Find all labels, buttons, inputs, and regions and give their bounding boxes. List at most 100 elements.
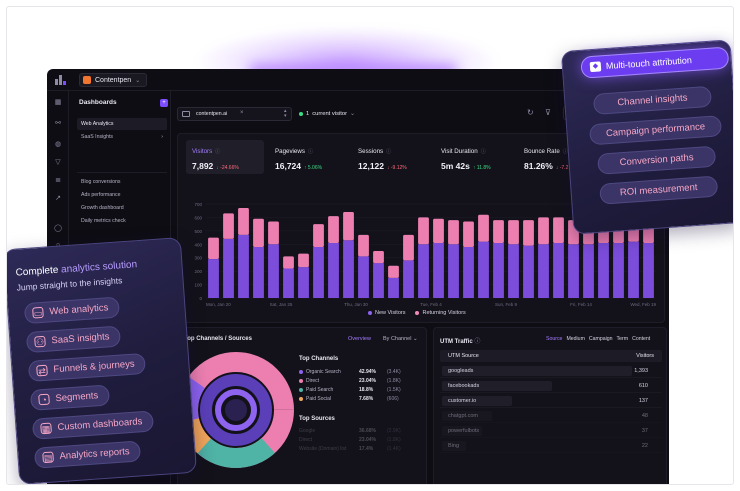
- bar-returning-visitors: [538, 217, 549, 245]
- pill-web-analytics[interactable]: ▭ Web analytics: [23, 296, 120, 325]
- close-icon[interactable]: ×: [240, 110, 244, 116]
- sidebar-item-saas-insights[interactable]: SaaS Insights ›: [77, 131, 167, 143]
- attribution-heading-pill[interactable]: ◆ Multi-touch attribution: [580, 46, 730, 79]
- channel-row[interactable]: Paid Search 18.8% (1.5K): [299, 387, 421, 396]
- user-icon[interactable]: ◯: [54, 225, 62, 232]
- bar-new-visitors: [403, 260, 414, 298]
- source-pct: 36.68%: [359, 428, 376, 434]
- bar-returning-visitors: [433, 218, 444, 243]
- source-row[interactable]: Website (Domain) list 17.4% (1.4K): [299, 446, 421, 455]
- trend-icon[interactable]: ↗: [55, 195, 61, 202]
- funnel-icon[interactable]: ▽: [55, 159, 61, 166]
- bar-new-visitors: [583, 244, 594, 298]
- window-icon: ▭: [32, 306, 44, 319]
- sidebar-item-web-analytics[interactable]: Web Analytics: [77, 118, 167, 130]
- globe-icon[interactable]: ◍: [54, 141, 62, 148]
- pill-campaign-performance[interactable]: Campaign performance: [588, 115, 723, 146]
- channel-pct: 18.8%: [359, 387, 374, 393]
- metric-sessions[interactable]: Sessions ⓘ 12,122 ↓ -9.12%: [352, 140, 430, 174]
- metric-pageviews[interactable]: Pageviews ⓘ 16,724 ↑ 5.06%: [269, 140, 347, 174]
- add-dashboard-button[interactable]: +: [160, 99, 168, 107]
- pill-conversion-paths[interactable]: Conversion paths: [597, 145, 717, 175]
- app-logo-icon[interactable]: [55, 75, 67, 85]
- metric-visit-duration[interactable]: Visit Duration ⓘ 5m 42s ↑ 11.8%: [435, 140, 513, 174]
- bar-new-visitors: [538, 244, 549, 298]
- channel-pct: 7.68%: [359, 396, 374, 402]
- sidebar-item-label: Growth dashboard: [81, 205, 124, 211]
- overview-tab[interactable]: Overview: [348, 336, 371, 342]
- channel-dot: [299, 387, 303, 392]
- info-icon: ⓘ: [386, 149, 392, 155]
- report-icon: ▤: [42, 451, 54, 464]
- tab-term[interactable]: Term: [616, 336, 629, 342]
- channel-count: (3.4K): [387, 369, 401, 375]
- table-row[interactable]: Bing 22: [440, 439, 662, 453]
- channel-label: Paid Social: [306, 396, 332, 402]
- refresh-icon[interactable]: ↻: [527, 108, 534, 117]
- metric-bounce-rate[interactable]: Bounce Rate ⓘ 81.26% ↓ -7.2: [518, 140, 596, 174]
- pill-roi-measurement[interactable]: ROI measurement: [599, 175, 719, 205]
- table-row[interactable]: customer.io 137: [440, 394, 662, 408]
- pill-analytics-reports[interactable]: ▤ Analytics reports: [33, 440, 142, 469]
- x-tick-label: Thu, Jan 30: [344, 302, 368, 307]
- bar-returning-visitors: [373, 251, 384, 264]
- tab-campaign[interactable]: Campaign: [588, 336, 613, 342]
- bar-returning-visitors: [463, 221, 474, 247]
- legend-item-new[interactable]: New Visitors: [368, 310, 405, 316]
- pill-custom-dashboards[interactable]: ▦ Custom dashboards: [31, 410, 155, 440]
- info-icon: ⓘ: [480, 149, 486, 155]
- filter-icon[interactable]: ⊽: [545, 108, 551, 117]
- pill-label: SaaS insights: [51, 331, 110, 347]
- grid-icon[interactable]: ▦: [54, 99, 62, 106]
- metric-visitors[interactable]: Visitors ⓘ 7,892 ↓ -24.66%: [186, 140, 264, 174]
- source-row[interactable]: Direct 23.04% (1.8K): [299, 437, 421, 446]
- bar-new-visitors: [553, 242, 564, 298]
- metric-value: 5m 42s: [441, 161, 470, 171]
- pill-segments[interactable]: ◔ Segments: [29, 384, 110, 411]
- source-row[interactable]: Google 36.68% (2.9K): [299, 428, 421, 437]
- sidebar-item-growth-dashboard[interactable]: Growth dashboard: [77, 202, 167, 214]
- table-row[interactable]: facebookads 610: [440, 379, 662, 393]
- screenshot-frame: Contentpen ⌄ ▦ ⚯ ◍ ▽ ≣ ↗ ◯ ▯ ⚙ Dashboard…: [6, 6, 734, 485]
- sidebar-item-daily-metrics[interactable]: Daily metrics check: [77, 215, 167, 227]
- pill-funnels-journeys[interactable]: ⇄ Funnels & journeys: [27, 352, 147, 382]
- bar-new-visitors: [448, 244, 459, 298]
- source-label: Google: [299, 428, 316, 434]
- metric-change: ↑ 5.06%: [304, 165, 323, 171]
- utm-visitors-cell: 22: [641, 443, 648, 449]
- bar-returning-visitors: [388, 265, 399, 278]
- legend-item-returning[interactable]: Returning Visitors: [415, 310, 466, 316]
- row-share-bar: [442, 381, 552, 391]
- source-count: (1.4K): [387, 446, 401, 452]
- sidebar-item-blog-conversions[interactable]: Blog conversions: [77, 176, 167, 188]
- channel-count: (606): [387, 396, 399, 402]
- utm-table-header: UTM Source Visitors: [440, 350, 662, 362]
- bar-new-visitors: [268, 244, 279, 298]
- bar-returning-visitors: [298, 253, 309, 268]
- by-channel-dropdown[interactable]: By Channel ⌄: [383, 336, 418, 342]
- table-row[interactable]: googleads 1,393: [440, 364, 662, 378]
- channel-count: (1.5K): [387, 387, 401, 393]
- table-row[interactable]: chatgpt.com 48: [440, 409, 662, 423]
- tab-source[interactable]: Source: [546, 336, 563, 342]
- pill-label: Segments: [55, 390, 99, 405]
- sidebar-item-label: Blog conversions: [81, 179, 121, 185]
- visitors-bar-chart: 700 600 500 400 300 200 100 0 Mon, Jan 20 Sat, Ja…: [194, 202, 656, 307]
- site-selector[interactable]: contentpen.ai × ▴ ▾: [177, 107, 292, 121]
- sidebar-item-ads-performance[interactable]: Ads performance: [77, 189, 167, 201]
- tab-medium[interactable]: Medium: [566, 336, 585, 342]
- bar-returning-visitors: [478, 214, 489, 242]
- layers-icon[interactable]: ≣: [55, 177, 61, 184]
- share-nodes-icon[interactable]: ⚯: [55, 120, 61, 127]
- metric-change: ↓ -7.2: [555, 165, 569, 171]
- channel-row[interactable]: Paid Social 7.68% (606): [299, 396, 421, 405]
- pill-saas-insights[interactable]: ⚇ SaaS insights: [25, 325, 122, 354]
- y-tick-label: 700: [194, 202, 202, 207]
- y-tick-label: 400: [194, 242, 202, 247]
- pill-channel-insights[interactable]: Channel insights: [592, 85, 713, 115]
- channel-row[interactable]: Organic Search 42.94% (3.4K): [299, 369, 421, 378]
- workspace-switcher[interactable]: Contentpen ⌄: [79, 73, 148, 87]
- tab-content[interactable]: Content: [632, 336, 651, 342]
- channel-row[interactable]: Direct 23.04% (1.8K): [299, 378, 421, 387]
- table-row[interactable]: powerfulbots 37: [440, 424, 662, 438]
